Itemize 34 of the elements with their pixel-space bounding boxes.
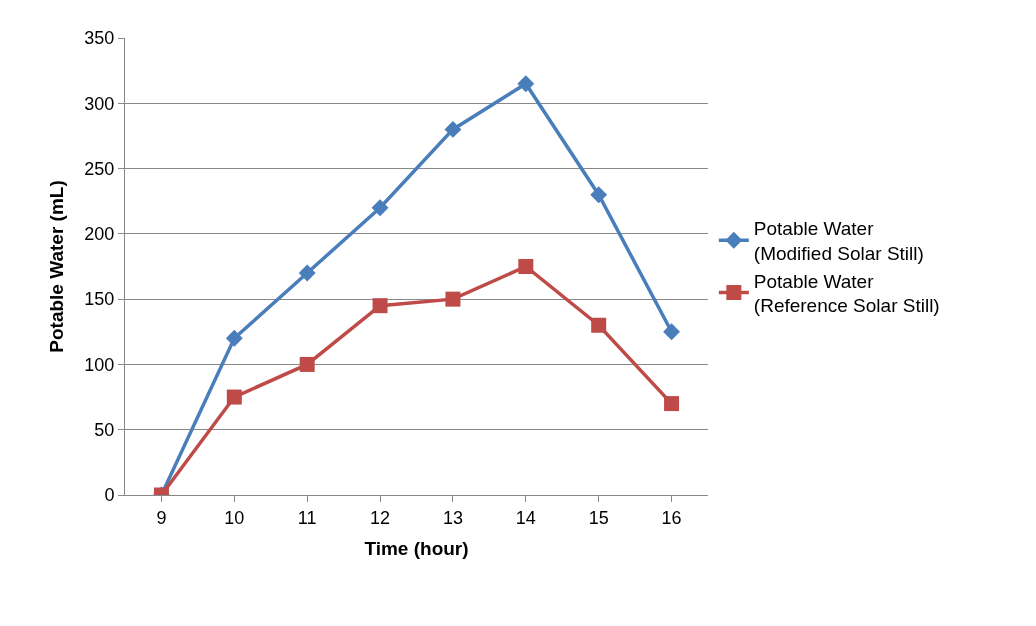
point [371, 199, 389, 217]
legend-label: Potable Water (Reference Solar Still) [753, 270, 940, 317]
point [226, 389, 242, 405]
x-tick-label: 10 [224, 507, 245, 528]
y-axis-title: Potable Water (mL) [46, 180, 68, 353]
point [663, 323, 681, 341]
point [664, 396, 680, 412]
y-tick-label: 200 [84, 224, 115, 245]
x-tick-label: 11 [297, 507, 317, 528]
point [298, 264, 316, 282]
y-tick-label: 350 [84, 28, 115, 49]
x-tick-label: 13 [442, 507, 463, 528]
y-tick-label: 0 [104, 485, 115, 506]
y-tick-label: 250 [84, 158, 115, 179]
legend-label: Potable Water (Modified Solar Still) [753, 218, 924, 264]
point [591, 317, 607, 333]
point [444, 120, 462, 138]
x-tick-label: 16 [661, 507, 682, 528]
point [445, 291, 461, 307]
x-tick-label: 14 [515, 507, 536, 528]
x-tick-label: 9 [156, 507, 167, 528]
y-tick-label: 100 [84, 354, 115, 375]
point [590, 186, 608, 204]
y-tick-label: 50 [94, 420, 115, 441]
point [372, 298, 388, 314]
y-tick-label: 300 [84, 93, 115, 114]
point [299, 356, 315, 372]
x-axis-title: Time (hour) [364, 538, 469, 560]
point [518, 259, 534, 274]
x-tick-label: 12 [370, 507, 391, 528]
x-tick-label: 15 [588, 507, 609, 528]
point [225, 329, 243, 347]
y-tick-label: 150 [84, 289, 115, 310]
point [517, 75, 535, 93]
